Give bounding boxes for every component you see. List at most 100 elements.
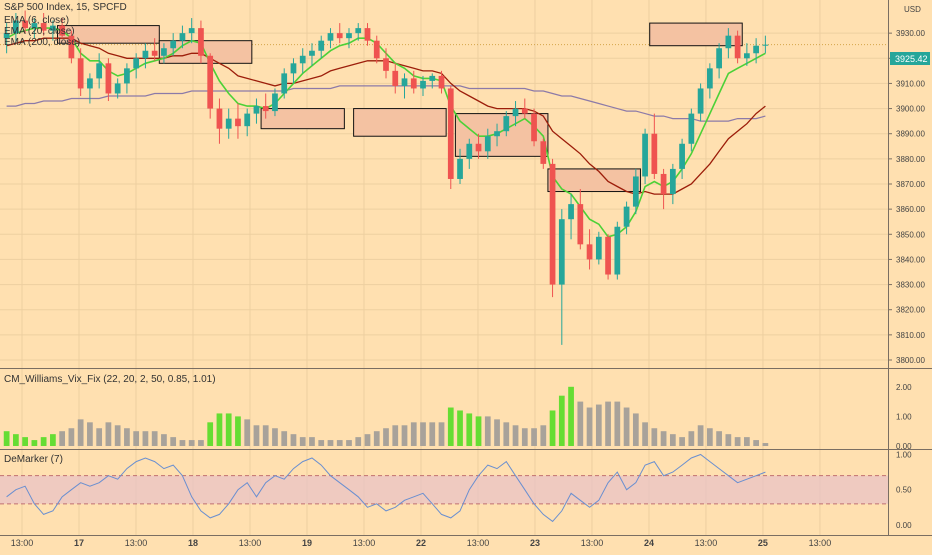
vix-indicator-title: CM_Williams_Vix_Fix (22, 20, 2, 50, 0.85… — [4, 374, 216, 385]
candle-body — [466, 143, 473, 159]
vix-bar — [216, 413, 223, 446]
candle-body — [669, 168, 676, 195]
time-axis-label: 24 — [644, 538, 654, 548]
candle-body — [309, 50, 315, 56]
candle-body — [447, 88, 454, 179]
candle-body — [318, 40, 325, 51]
vix-bar — [595, 404, 602, 446]
price-axis-label: 3850.00 — [896, 230, 925, 239]
time-axis-label: 13:00 — [809, 538, 832, 548]
candle-body — [77, 58, 84, 89]
candle-body — [697, 88, 704, 114]
candle-body — [716, 48, 722, 69]
price-axis-label: 3930.00 — [896, 29, 925, 38]
vix-bar — [697, 425, 704, 446]
vix-bar — [734, 437, 741, 446]
vix-bar — [244, 419, 251, 446]
ema-slow-legend[interactable]: EMA (200, close) — [4, 37, 81, 48]
vix-bar — [716, 431, 722, 446]
time-axis-label: 17 — [74, 538, 84, 548]
vix-bar — [77, 419, 84, 446]
vix-axis-label: 2.00 — [896, 383, 912, 392]
candle-body — [299, 55, 306, 64]
vix-bar — [364, 434, 371, 446]
candle-body — [198, 28, 204, 56]
vix-bar — [466, 413, 473, 446]
vix-bar — [651, 428, 658, 446]
vix-bar — [198, 440, 204, 446]
vix-bar — [586, 407, 593, 446]
time-axis-label: 25 — [758, 538, 768, 548]
vix-bar — [457, 410, 463, 446]
candle-body — [216, 108, 223, 129]
price-axis-label: 3830.00 — [896, 281, 925, 290]
candle-body — [743, 53, 750, 59]
candle-body — [457, 158, 463, 179]
vix-bar — [309, 437, 315, 446]
vix-bar — [531, 428, 537, 446]
candle-body — [494, 131, 500, 137]
vix-bar — [660, 431, 667, 446]
candle-body — [679, 143, 685, 169]
price-axis-label: 3890.00 — [896, 130, 925, 139]
candle-body — [475, 143, 482, 152]
candle-body — [484, 136, 491, 152]
candle-body — [438, 75, 445, 89]
candle-body — [133, 58, 140, 69]
vix-bar — [383, 428, 389, 446]
time-axis-label: 23 — [530, 538, 540, 548]
zone-box — [649, 22, 743, 47]
vix-bar — [623, 407, 630, 446]
vix-bar — [87, 422, 93, 446]
candle-body — [660, 173, 667, 195]
candle-body — [410, 78, 417, 89]
ema-mid-legend[interactable]: EMA (20, close) — [4, 26, 75, 37]
price-axis-label: 3900.00 — [896, 105, 925, 114]
candle-body — [22, 20, 29, 29]
candle-body — [364, 28, 371, 41]
candle-body — [725, 35, 732, 49]
vix-bar — [13, 434, 19, 446]
vix-bar — [114, 425, 121, 446]
ema-fast-legend[interactable]: EMA (6, close) — [4, 15, 70, 26]
candle-body — [262, 106, 269, 112]
candle-body — [642, 133, 648, 177]
price-axis-label: 3800.00 — [896, 356, 925, 365]
candle-body — [272, 93, 278, 112]
candle-body — [114, 83, 121, 94]
candle-body — [623, 206, 630, 227]
candle-body — [327, 33, 334, 41]
candle-body — [531, 113, 537, 142]
time-axis-label: 13:00 — [467, 538, 490, 548]
candle-body — [13, 20, 19, 34]
demarker-band — [0, 475, 888, 504]
candlesticks[interactable] — [3, 10, 769, 345]
vix-bar — [336, 440, 343, 446]
vix-bar — [762, 443, 769, 446]
candle-body — [207, 55, 214, 109]
candle-body — [235, 118, 241, 127]
vix-bar — [142, 431, 149, 446]
vix-bar — [503, 422, 510, 446]
candle-body — [549, 163, 556, 285]
vix-bar — [225, 413, 232, 446]
zone-box — [57, 25, 160, 44]
vix-bar — [438, 422, 445, 446]
candle-body — [420, 80, 426, 89]
candle-body — [188, 28, 195, 34]
last-price-value: 3925.42 — [895, 54, 928, 64]
vix-bar — [549, 410, 556, 446]
candle-body — [706, 68, 713, 89]
price-axis-label: 3910.00 — [896, 79, 925, 88]
vix-bar — [96, 428, 103, 446]
demarker-indicator-title: DeMarker (7) — [4, 454, 63, 465]
demarker-axis-label: 1.00 — [896, 451, 912, 460]
vix-bar — [632, 413, 639, 446]
demarker-line — [6, 453, 766, 523]
vix-bar — [68, 428, 75, 446]
candle-body — [503, 116, 510, 132]
vix-bar — [31, 440, 38, 446]
candle-body — [355, 28, 362, 34]
